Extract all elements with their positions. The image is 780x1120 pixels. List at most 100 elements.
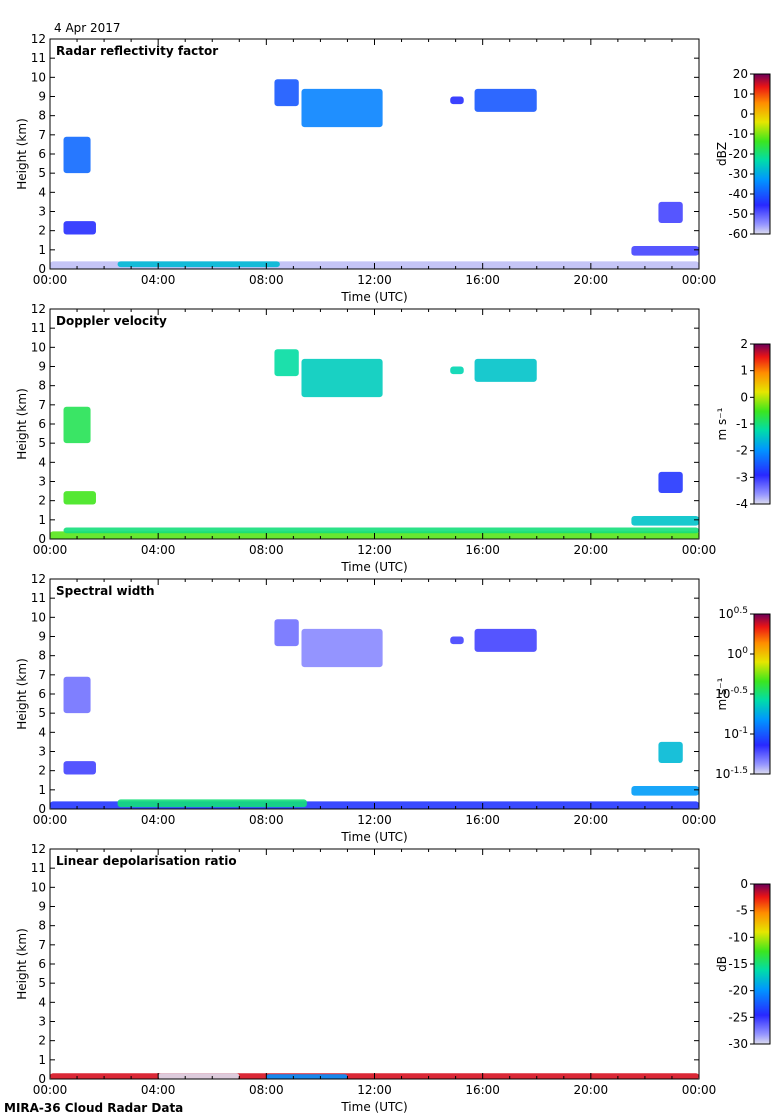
echo-feature: [631, 786, 699, 796]
y-tick-label: 12: [31, 32, 46, 46]
echo-feature: [63, 761, 96, 775]
y-tick-label: 3: [38, 745, 46, 759]
x-tick-label: 20:00: [574, 1083, 609, 1097]
echo-feature: [631, 516, 699, 526]
y-tick-label: 5: [38, 166, 46, 180]
colorbar-label: dBZ: [715, 142, 729, 166]
echo-feature: [474, 358, 537, 382]
colorbar-tick-label: -1: [736, 417, 748, 431]
x-tick-label: 00:00: [33, 813, 68, 827]
y-tick-label: 4: [38, 725, 46, 739]
x-tick-label: 00:00: [682, 813, 717, 827]
y-tick-label: 6: [38, 957, 46, 971]
echo-feature: [658, 741, 683, 763]
colorbar-tick-label: 100: [727, 646, 748, 661]
echo-feature: [158, 1073, 240, 1079]
echo-feature: [301, 358, 383, 398]
x-tick-label: 12:00: [357, 813, 392, 827]
y-tick-label: 6: [38, 147, 46, 161]
y-tick-label: 9: [38, 90, 46, 104]
y-tick-label: 6: [38, 687, 46, 701]
x-tick-label: 16:00: [465, 543, 500, 557]
y-tick-label: 2: [38, 224, 46, 238]
y-tick-label: 10: [31, 610, 46, 624]
colorbar-tick-label: 2: [740, 337, 748, 351]
y-tick-label: 4: [38, 185, 46, 199]
y-tick-label: 9: [38, 360, 46, 374]
y-tick-label: 6: [38, 417, 46, 431]
y-tick-label: 12: [31, 302, 46, 316]
colorbar: [753, 73, 771, 235]
y-tick-label: 1: [38, 783, 46, 797]
x-tick-label: 00:00: [33, 273, 68, 287]
colorbar-tick-label: -2: [736, 444, 748, 458]
colorbar: [753, 613, 771, 775]
colorbar-tick-exponent: 0.5: [734, 606, 748, 616]
colorbar-tick-label: -20: [728, 147, 748, 161]
colorbar-tick-label: -5: [736, 904, 748, 918]
y-tick-label: 8: [38, 649, 46, 663]
colorbar: [753, 343, 771, 505]
y-tick-label: 5: [38, 706, 46, 720]
colorbar-tick-label: 20: [733, 67, 748, 81]
colorbar-tick-label: 0: [740, 107, 748, 121]
echo-feature: [450, 96, 464, 105]
colorbar-tick-exponent: -1: [739, 726, 748, 736]
y-tick-label: 7: [38, 398, 46, 412]
x-tick-label: 16:00: [465, 273, 500, 287]
x-axis-label: Time (UTC): [340, 1100, 407, 1114]
echo-feature: [63, 491, 96, 505]
y-tick-label: 1: [38, 1053, 46, 1067]
x-tick-label: 04:00: [141, 273, 176, 287]
y-tick-label: 1: [38, 243, 46, 257]
x-tick-label: 04:00: [141, 543, 176, 557]
x-tick-label: 12:00: [357, 543, 392, 557]
y-tick-label: 11: [31, 51, 46, 65]
echo-layer: [50, 619, 699, 809]
colorbar-tick-label: 0: [740, 390, 748, 404]
echo-feature: [474, 88, 537, 112]
colorbar-tick-label: 10-1: [724, 726, 748, 741]
y-tick-label: 7: [38, 938, 46, 952]
x-tick-label: 00:00: [682, 543, 717, 557]
y-tick-label: 4: [38, 995, 46, 1009]
y-axis-label: Height (km): [15, 118, 29, 189]
colorbar-tick-label: 1: [740, 364, 748, 378]
colorbar-tick-exponent: 0: [742, 646, 748, 656]
colorbar-tick-label: -3: [736, 470, 748, 484]
y-tick-label: 3: [38, 475, 46, 489]
x-tick-label: 08:00: [249, 273, 284, 287]
date-label: 4 Apr 2017: [54, 21, 121, 35]
x-tick-label: 00:00: [682, 1083, 717, 1097]
x-tick-label: 00:00: [33, 1083, 68, 1097]
y-tick-label: 5: [38, 976, 46, 990]
y-tick-label: 9: [38, 900, 46, 914]
colorbar-tick-label: -40: [728, 187, 748, 201]
x-tick-label: 20:00: [574, 543, 609, 557]
y-tick-label: 2: [38, 1034, 46, 1048]
y-tick-label: 7: [38, 668, 46, 682]
colorbar-label: m s⁻¹: [715, 407, 729, 440]
y-axis-label: Height (km): [15, 388, 29, 459]
x-tick-label: 20:00: [574, 273, 609, 287]
echo-feature: [63, 136, 91, 174]
x-tick-label: 00:00: [33, 543, 68, 557]
echo-feature: [474, 628, 537, 652]
echo-layer: [50, 349, 699, 539]
echo-feature: [631, 246, 699, 256]
x-axis-label: Time (UTC): [340, 830, 407, 844]
x-tick-label: 08:00: [249, 813, 284, 827]
y-tick-label: 3: [38, 205, 46, 219]
y-tick-label: 0: [38, 262, 46, 276]
x-tick-label: 04:00: [141, 1083, 176, 1097]
y-tick-label: 1: [38, 513, 46, 527]
panel-title: Doppler velocity: [56, 314, 167, 328]
echo-layer: [50, 79, 699, 269]
y-tick-label: 11: [31, 321, 46, 335]
y-axis-label: Height (km): [15, 928, 29, 999]
